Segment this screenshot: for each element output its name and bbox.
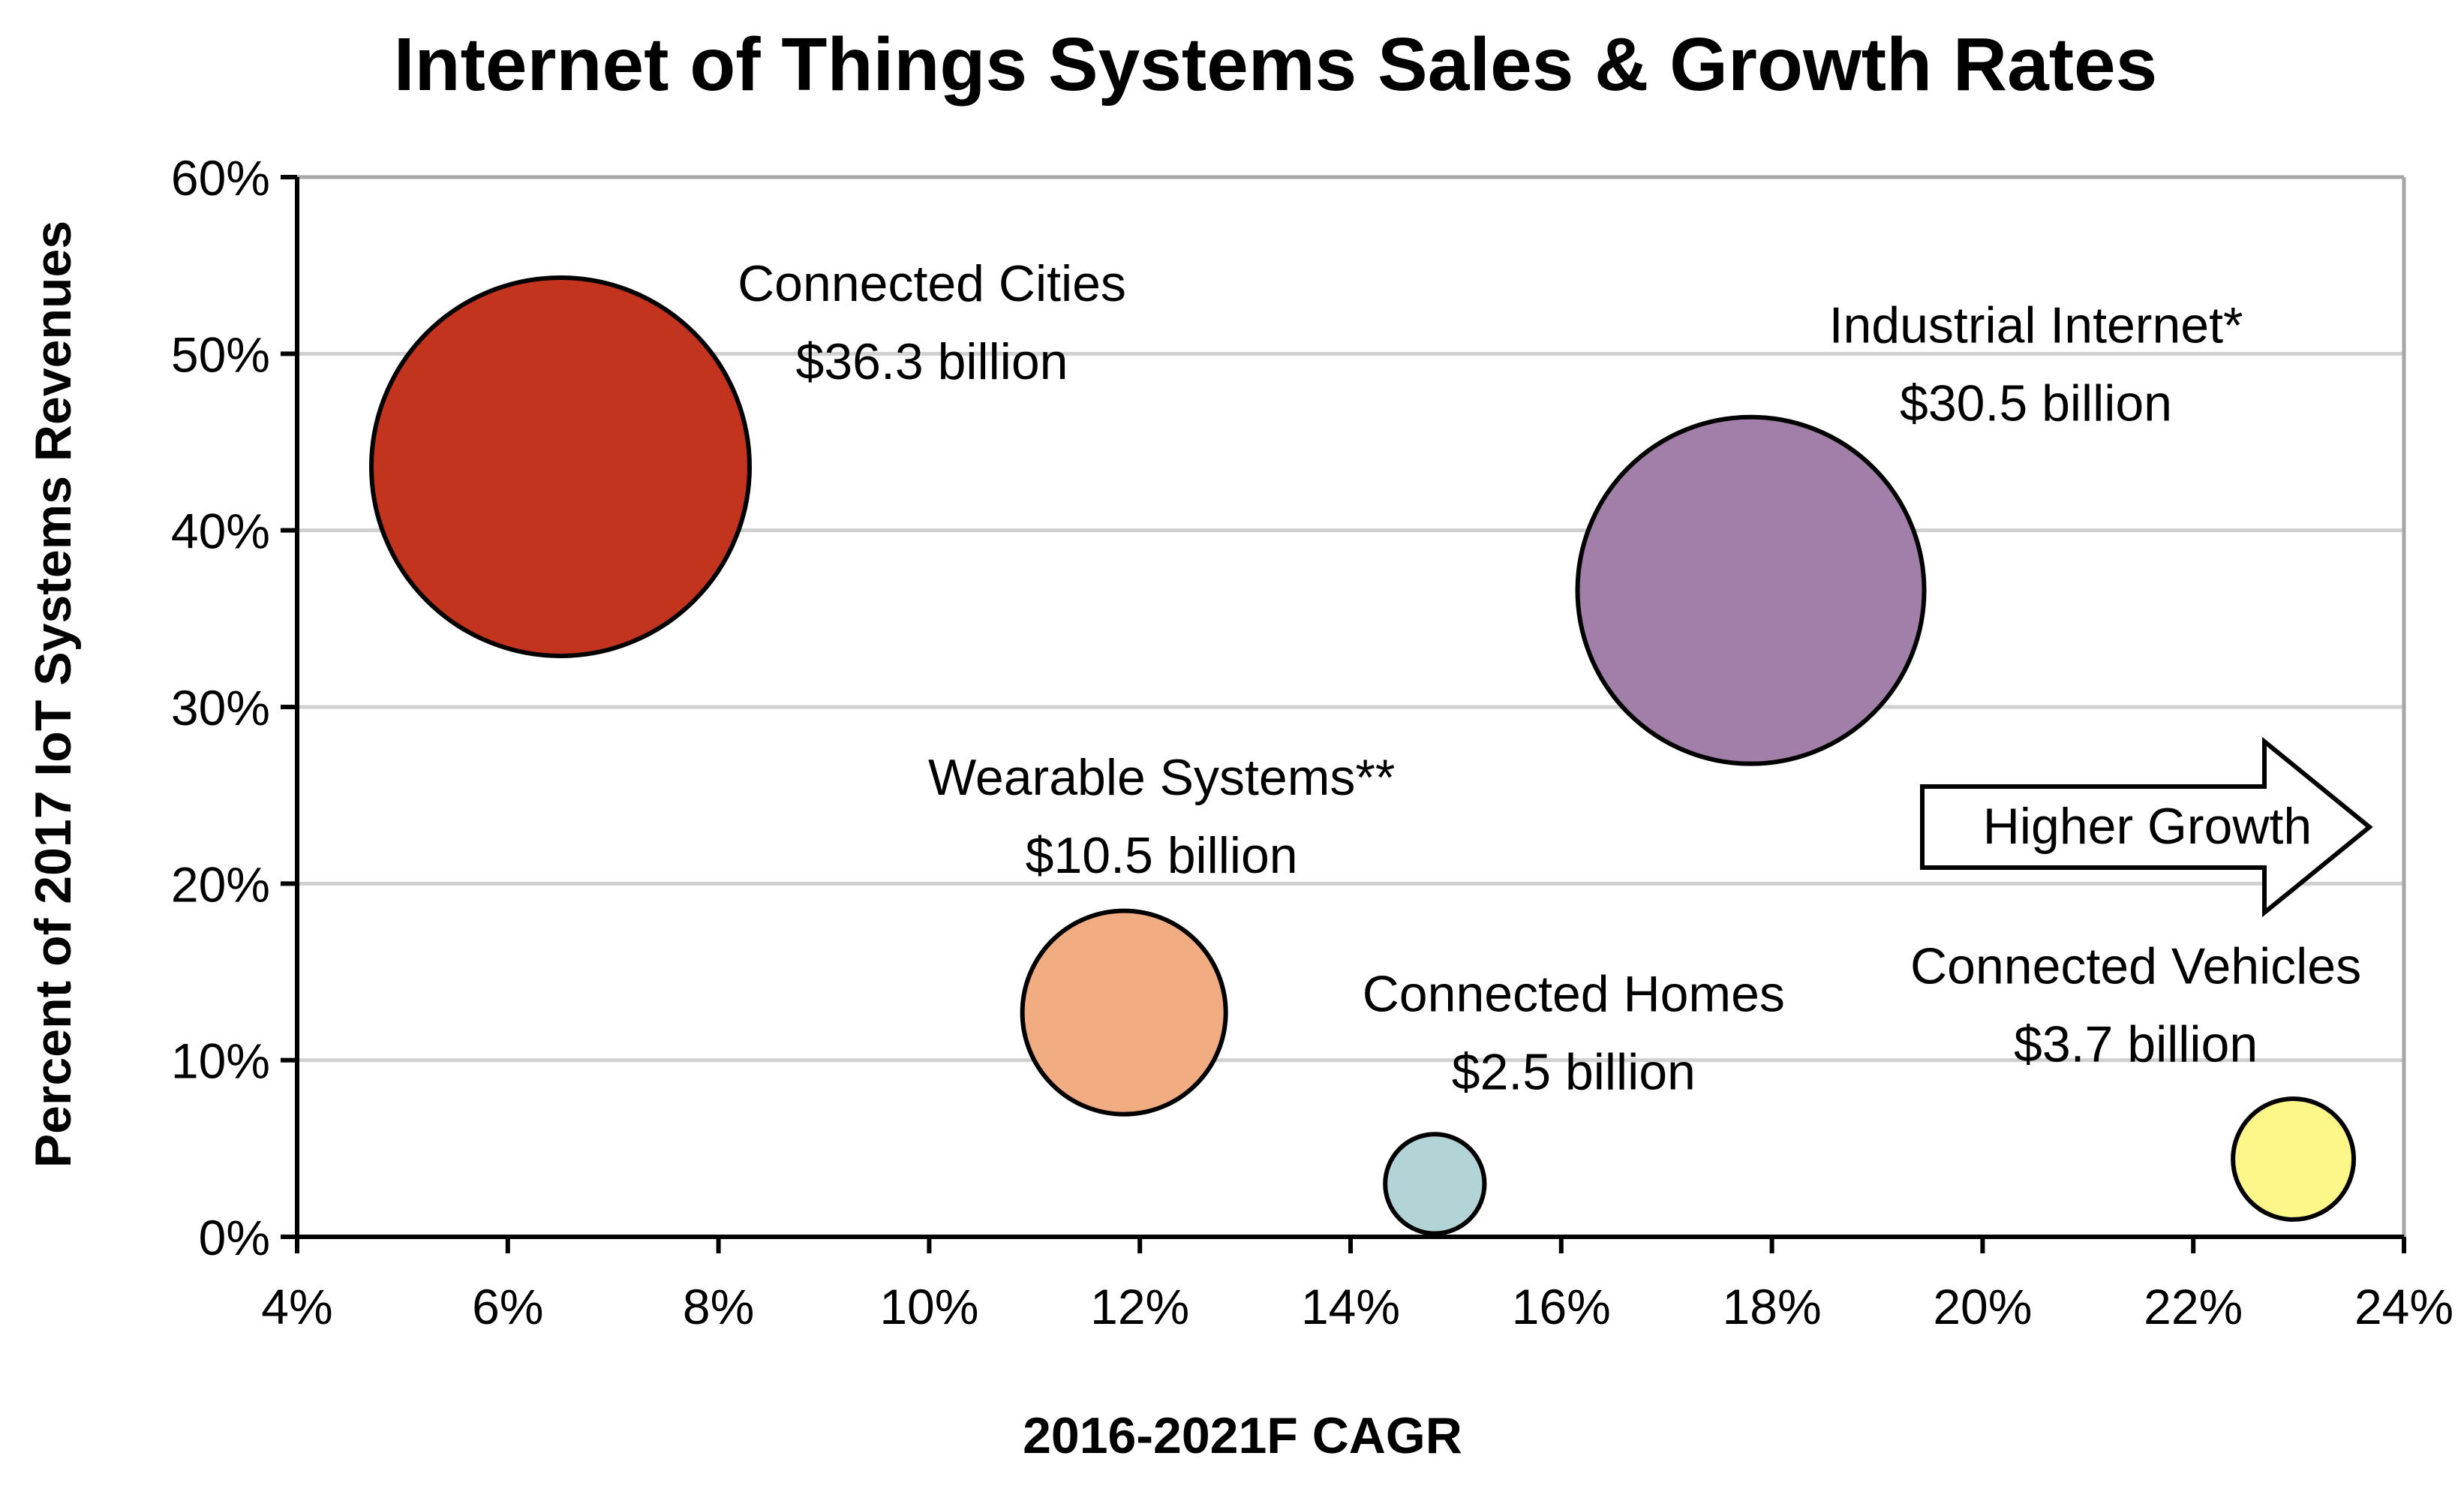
higher-growth-arrow-icon: [1920, 736, 2373, 918]
chart-title: Internet of Things Systems Sales & Growt…: [394, 23, 2158, 107]
bubble-label-value: $30.5 billion: [1900, 375, 2172, 432]
x-tick-label: 4%: [261, 1279, 332, 1334]
bubble-label-value: $3.7 billion: [2014, 1015, 2258, 1072]
y-tick-label: 40%: [171, 504, 270, 559]
bubble-labels: Connected Cities $36.3 billion Industrial …: [738, 255, 2361, 1100]
x-axis-title: 2016-2021F CAGR: [1023, 1407, 1462, 1464]
y-tick-label: 20%: [171, 856, 270, 912]
bubble-label-name: Industrial Internet*: [1829, 297, 2243, 354]
bubble-label-value: $2.5 billion: [1452, 1043, 1696, 1100]
bubble-connected-vehicles: [2231, 1096, 2357, 1222]
bubble-connected-cities: [369, 275, 752, 658]
bubbles: [369, 275, 2357, 1236]
x-tick-label: 12%: [1090, 1279, 1189, 1334]
bubble-label-value: $36.3 billion: [796, 333, 1068, 390]
x-tick-label: 6%: [472, 1279, 543, 1334]
y-tick-label: 60%: [171, 150, 270, 206]
higher-growth-label: Higher Growth: [1983, 798, 2312, 855]
x-tick-label: 8%: [683, 1279, 754, 1334]
x-tick-label: 18%: [1723, 1279, 1822, 1334]
x-tick-label: 22%: [2144, 1279, 2243, 1334]
y-tick-label: 10%: [171, 1033, 270, 1089]
y-axis-title: Percent of 2017 IoT Systems Revenues: [25, 221, 82, 1168]
bubble-connected-homes: [1383, 1132, 1487, 1236]
y-tick-label: 50%: [171, 326, 270, 382]
y-tick-label: 30%: [171, 680, 270, 735]
bubble-label-name: Connected Vehicles: [1910, 937, 2361, 994]
x-tick-label: 24%: [2354, 1279, 2453, 1334]
plot-frame: [297, 175, 2406, 1237]
bubble-label-value: $10.5 billion: [1026, 827, 1298, 884]
x-tick-label: 14%: [1301, 1279, 1400, 1334]
annotation: Higher Growth: [1920, 736, 2373, 918]
bubble-wearable-systems: [1020, 908, 1228, 1117]
x-tick-label: 10%: [879, 1279, 978, 1334]
bubble-label-name: Connected Homes: [1363, 965, 1785, 1022]
x-tick-label: 20%: [1933, 1279, 2032, 1334]
axes: 0% 10% 20% 30% 40% 50% 60% 4% 6% 8% 10% 12% 14% 16% 18…: [171, 150, 2453, 1334]
bubble-label-name: Wearable Systems**: [928, 749, 1395, 806]
x-tick-label: 16%: [1512, 1279, 1611, 1334]
bubble-label-name: Connected Cities: [738, 255, 1126, 312]
bubble-industrial-internet: [1575, 414, 1927, 766]
y-tick-label: 0%: [199, 1210, 270, 1265]
